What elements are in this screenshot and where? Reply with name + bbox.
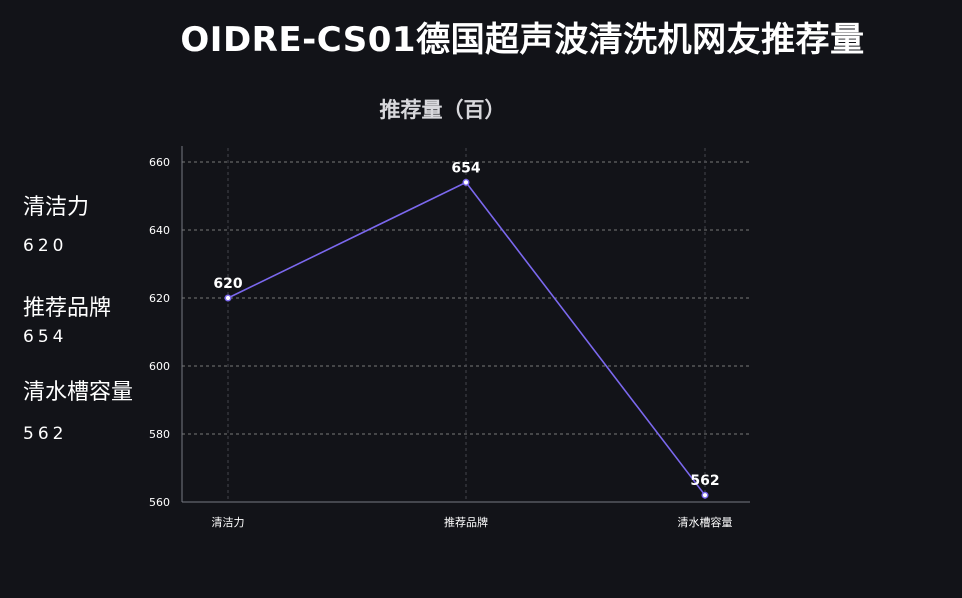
y-tick-label: 640 — [149, 224, 170, 237]
y-tick-label: 600 — [149, 360, 170, 373]
page-title: OIDRE-CS01德国超声波清洗机网友推荐量 — [180, 20, 865, 60]
data-label: 620 — [213, 276, 242, 292]
stat-label-brand: 推荐品牌 — [23, 296, 112, 321]
stat-label-tank: 清水槽容量 — [23, 380, 134, 405]
stat-label-cleaning: 清洁力 — [23, 195, 90, 220]
y-tick-label: 580 — [149, 428, 170, 441]
data-point — [701, 491, 709, 499]
data-label: 654 — [451, 160, 480, 176]
stat-value-tank: 562 — [23, 424, 68, 444]
y-tick-label: 620 — [149, 292, 170, 305]
y-tick-label: 560 — [149, 496, 170, 509]
y-tick-label: 660 — [149, 156, 170, 169]
stat-value-brand: 654 — [23, 327, 68, 347]
stat-value-cleaning: 620 — [23, 236, 68, 256]
data-point — [462, 178, 470, 186]
x-tick-label: 推荐品牌 — [444, 515, 488, 529]
x-tick-label: 清水槽容量 — [678, 515, 733, 529]
data-point — [224, 294, 232, 302]
data-label: 562 — [690, 473, 719, 489]
x-tick-label: 清洁力 — [212, 516, 245, 529]
chart-title: 推荐量（百） — [379, 98, 506, 122]
